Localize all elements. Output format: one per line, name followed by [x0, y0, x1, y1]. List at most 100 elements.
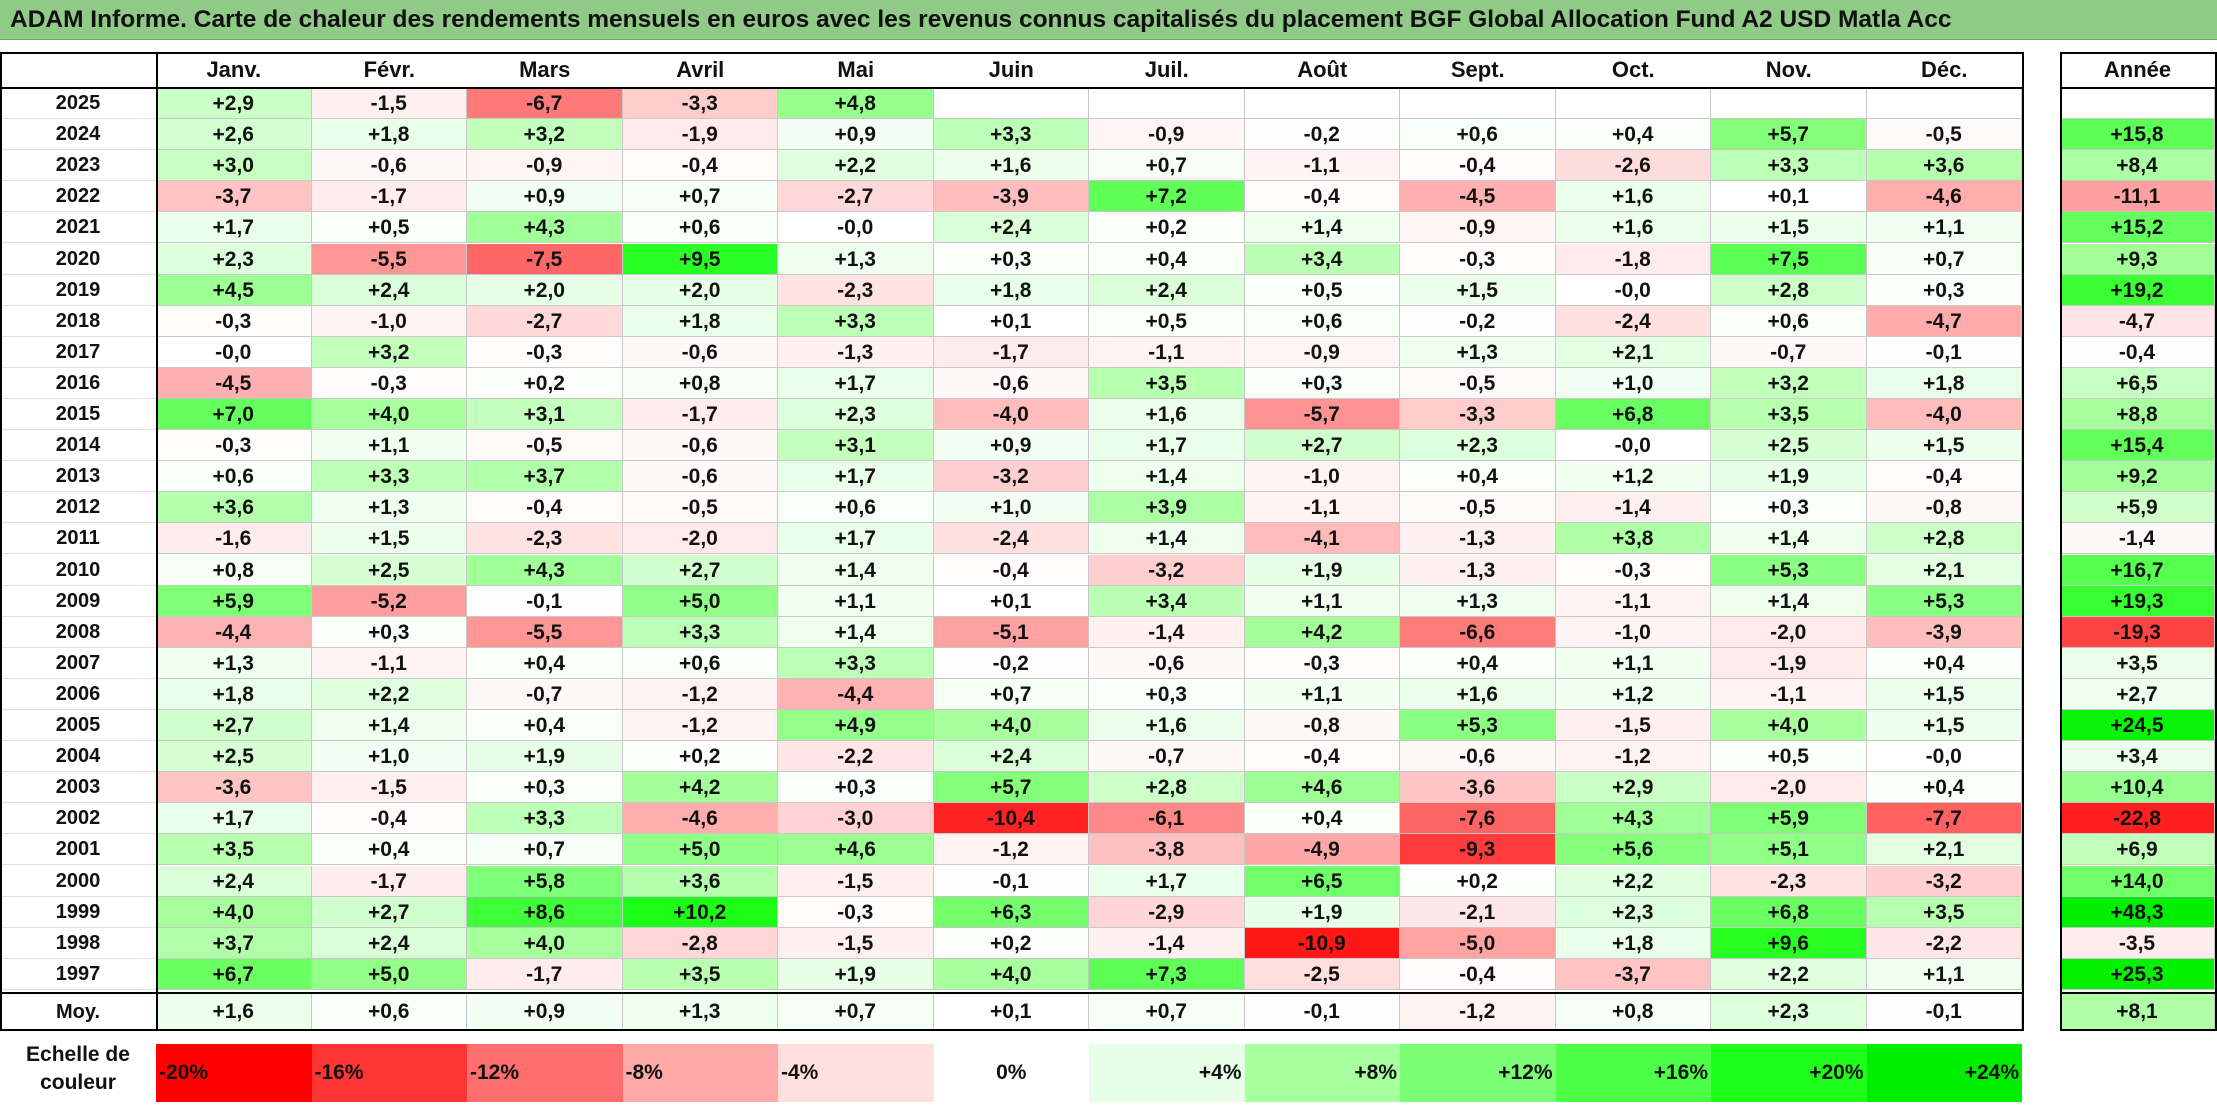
heatmap-cell: -5,5 [311, 243, 467, 275]
heatmap-cell: +5,0 [622, 585, 778, 617]
heatmap-cell: -4,9 [1244, 834, 1400, 866]
year-label-2003: 2003 [0, 772, 156, 804]
heatmap-cell: +1,4 [1711, 585, 1867, 617]
year-label-2023: 2023 [0, 150, 156, 182]
heatmap-cell: +0,2 [467, 367, 623, 399]
heatmap-cell: +2,3 [778, 399, 934, 431]
heatmap-cell: -0,6 [622, 461, 778, 493]
color-scale-swatch: -8% [622, 1044, 778, 1102]
color-scale-swatch: +12% [1400, 1044, 1556, 1102]
heatmap-cell: +3,6 [622, 865, 778, 897]
heatmap-cell: -2,9 [1089, 896, 1245, 928]
heatmap-cell: -3,7 [1555, 958, 1711, 990]
heatmap-cell: -0,6 [622, 336, 778, 368]
heatmap-cell: +0,4 [311, 834, 467, 866]
heatmap-cell: +0,9 [933, 430, 1089, 462]
average-cell: -1,2 [1400, 992, 1556, 1031]
heatmap-cell: +4,0 [156, 896, 312, 928]
heatmap-cell: -0,3 [156, 430, 312, 462]
year-label-1998: 1998 [0, 928, 156, 959]
heatmap-cell: -3,3 [622, 88, 778, 120]
heatmap-cell: +7,3 [1089, 958, 1245, 990]
heatmap-cell: +0,1 [933, 585, 1089, 617]
heatmap-cell: +1,4 [1089, 523, 1245, 555]
heatmap-cell: +4,0 [933, 710, 1089, 742]
heatmap-cell: +2,6 [156, 119, 312, 151]
heatmap-cell: -4,1 [1244, 523, 1400, 555]
year-label-2011: 2011 [0, 523, 156, 555]
heatmap-cell: +4,6 [778, 834, 934, 866]
heatmap-cell: -5,1 [933, 616, 1089, 648]
annual-cell-2003: +10,4 [2060, 772, 2215, 804]
heatmap-cell: -2,0 [622, 523, 778, 555]
month-header-3: Mars [519, 57, 571, 82]
annual-cell-2018: -4,7 [2060, 305, 2215, 337]
heatmap-cell: -3,9 [1866, 616, 2022, 648]
year-label-2006: 2006 [0, 679, 156, 710]
heatmap-cell: +5,0 [622, 834, 778, 866]
heatmap-cell: +2,3 [1400, 430, 1556, 462]
heatmap-cell: +0,4 [1244, 803, 1400, 835]
heatmap-cell: +0,8 [156, 554, 312, 586]
heatmap-cell: -0,4 [1400, 958, 1556, 990]
heatmap-cell: +4,5 [156, 274, 312, 306]
heatmap-cell: +1,9 [778, 958, 934, 990]
heatmap-cell: -7,7 [1866, 803, 2022, 835]
heatmap-cell: -1,7 [622, 399, 778, 431]
heatmap-cell: +3,5 [156, 834, 312, 866]
heatmap-cell: -1,4 [1089, 927, 1245, 959]
heatmap-cell: -0,4 [622, 150, 778, 182]
heatmap-cell: +1,4 [311, 710, 467, 742]
heatmap-cell: +3,5 [1089, 367, 1245, 399]
heatmap-cell: +1,7 [778, 523, 934, 555]
heatmap-cell: -2,0 [1711, 616, 1867, 648]
heatmap-cell: +4,3 [1555, 803, 1711, 835]
heatmap-cell: +3,3 [778, 647, 934, 679]
annual-cell-2000: +14,0 [2060, 865, 2215, 897]
heatmap-cell: +1,3 [1400, 336, 1556, 368]
heatmap-cell: -0,7 [1089, 741, 1245, 773]
heatmap-cell: -0,4 [311, 803, 467, 835]
heatmap-cell: -0,9 [1244, 336, 1400, 368]
heatmap-cell: +0,3 [1244, 367, 1400, 399]
heatmap-cell: -0,1 [933, 865, 1089, 897]
annual-cell-1999: +48,3 [2060, 896, 2215, 928]
color-scale-swatch: +8% [1244, 1044, 1400, 1102]
heatmap-cell: +1,9 [1244, 896, 1400, 928]
heatmap-cell: -0,9 [1089, 119, 1245, 151]
heatmap-cell: +2,2 [1711, 958, 1867, 990]
annual-cell-2009: +19,3 [2060, 585, 2215, 617]
heatmap-cell: +0,2 [1400, 865, 1556, 897]
annual-cell-1997: +25,3 [2060, 958, 2215, 990]
heatmap-cell: -3,2 [1866, 865, 2022, 897]
heatmap-cell: +0,3 [1866, 274, 2022, 306]
heatmap-cell: +0,3 [1711, 492, 1867, 524]
heatmap-cell: +5,9 [1711, 803, 1867, 835]
heatmap-cell: -4,6 [1866, 181, 2022, 213]
year-label-2019: 2019 [0, 275, 156, 306]
heatmap-cell: +0,7 [1089, 150, 1245, 182]
average-cell: +0,6 [311, 992, 467, 1031]
heatmap-cell: +3,5 [1711, 399, 1867, 431]
heatmap-cell: -10,4 [933, 803, 1089, 835]
heatmap-cell: +0,7 [933, 678, 1089, 710]
year-label-2025: 2025 [0, 88, 156, 120]
heatmap-cell: +6,8 [1711, 896, 1867, 928]
heatmap-cell: +1,0 [933, 492, 1089, 524]
heatmap-cell: +1,8 [1866, 367, 2022, 399]
year-label-1997: 1997 [0, 959, 156, 990]
annual-cell-2023: +8,4 [2060, 150, 2215, 182]
annual-cell-2012: +5,9 [2060, 492, 2215, 524]
heatmap-cell: +5,6 [1555, 834, 1711, 866]
heatmap-cell: -5,0 [1400, 927, 1556, 959]
heatmap-cell: +3,3 [778, 305, 934, 337]
heatmap-cell: +5,3 [1866, 585, 2022, 617]
heatmap-cell: -1,2 [622, 678, 778, 710]
heatmap-cell: +2,4 [311, 274, 467, 306]
heatmap-cell: +1,1 [778, 585, 934, 617]
heatmap-cell: +1,9 [1244, 554, 1400, 586]
heatmap-cell: +0,4 [1866, 647, 2022, 679]
heatmap-cell: +0,6 [1244, 305, 1400, 337]
heatmap-cell: +6,5 [1244, 865, 1400, 897]
